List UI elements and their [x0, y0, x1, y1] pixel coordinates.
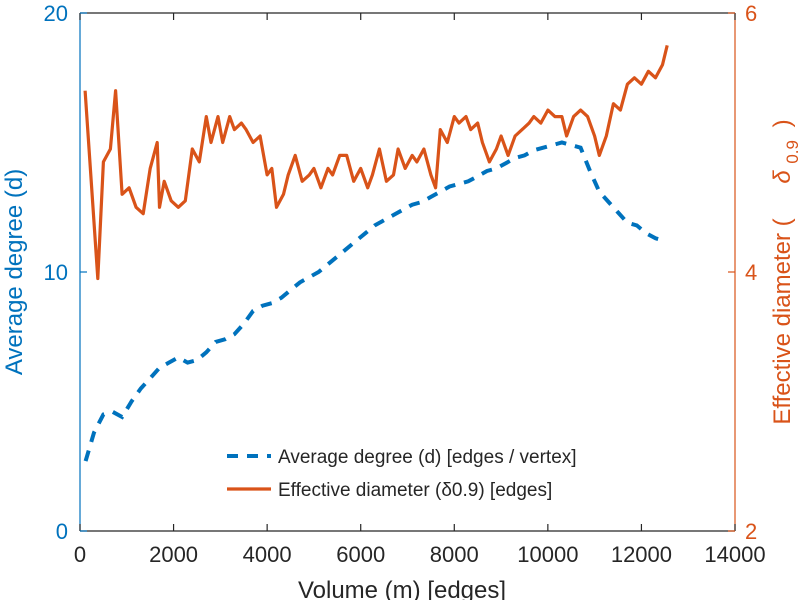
left-y-axis-label: Average degree (d)	[1, 169, 28, 375]
right-y-axis-label: Effective diameter ( δ 0.9 )	[769, 119, 804, 424]
x-tick-label: 0	[74, 542, 86, 567]
legend: Average degree (d) [edges / vertex] Effe…	[227, 447, 577, 501]
x-ticks: 0 2000 4000 6000 8000 10000 12000 14000	[74, 13, 766, 567]
right-y-label-prefix: Effective diameter (	[769, 218, 796, 424]
right-y-tick-label: 2	[745, 519, 757, 544]
left-y-ticks: 0 10 20	[44, 1, 87, 544]
right-y-label-suffix: )	[769, 119, 796, 127]
x-tick-label: 6000	[336, 542, 385, 567]
left-y-tick-label: 20	[44, 1, 68, 26]
left-y-tick-label: 0	[56, 519, 68, 544]
right-y-label-symbol: δ	[769, 170, 796, 184]
data-points	[85, 45, 667, 461]
x-axis-label: Volume (m) [edges]	[298, 577, 506, 600]
x-tick-label: 8000	[430, 542, 479, 567]
x-tick-label: 12000	[611, 542, 672, 567]
right-y-tick-label: 6	[745, 1, 757, 26]
series-effective-diameter-line	[83, 45, 669, 281]
svg-text:Effective diameter ( δ: Effective diameter ( δ 0.9 )	[769, 119, 804, 424]
legend-label-average-degree: Average degree (d) [edges / vertex]	[278, 447, 577, 468]
x-tick-label: 4000	[243, 542, 292, 567]
series-average-degree-line	[83, 140, 666, 462]
x-tick-label: 2000	[149, 542, 198, 567]
right-y-tick-label: 4	[745, 260, 757, 285]
x-tick-label: 14000	[704, 542, 765, 567]
right-y-ticks: 2 4 6	[728, 1, 757, 544]
legend-label-effective-diameter: Effective diameter (δ0.9) [edges]	[278, 480, 552, 501]
right-y-label-sub: 0.9	[783, 140, 802, 164]
x-tick-label: 10000	[517, 542, 578, 567]
left-y-tick-label: 10	[44, 260, 68, 285]
